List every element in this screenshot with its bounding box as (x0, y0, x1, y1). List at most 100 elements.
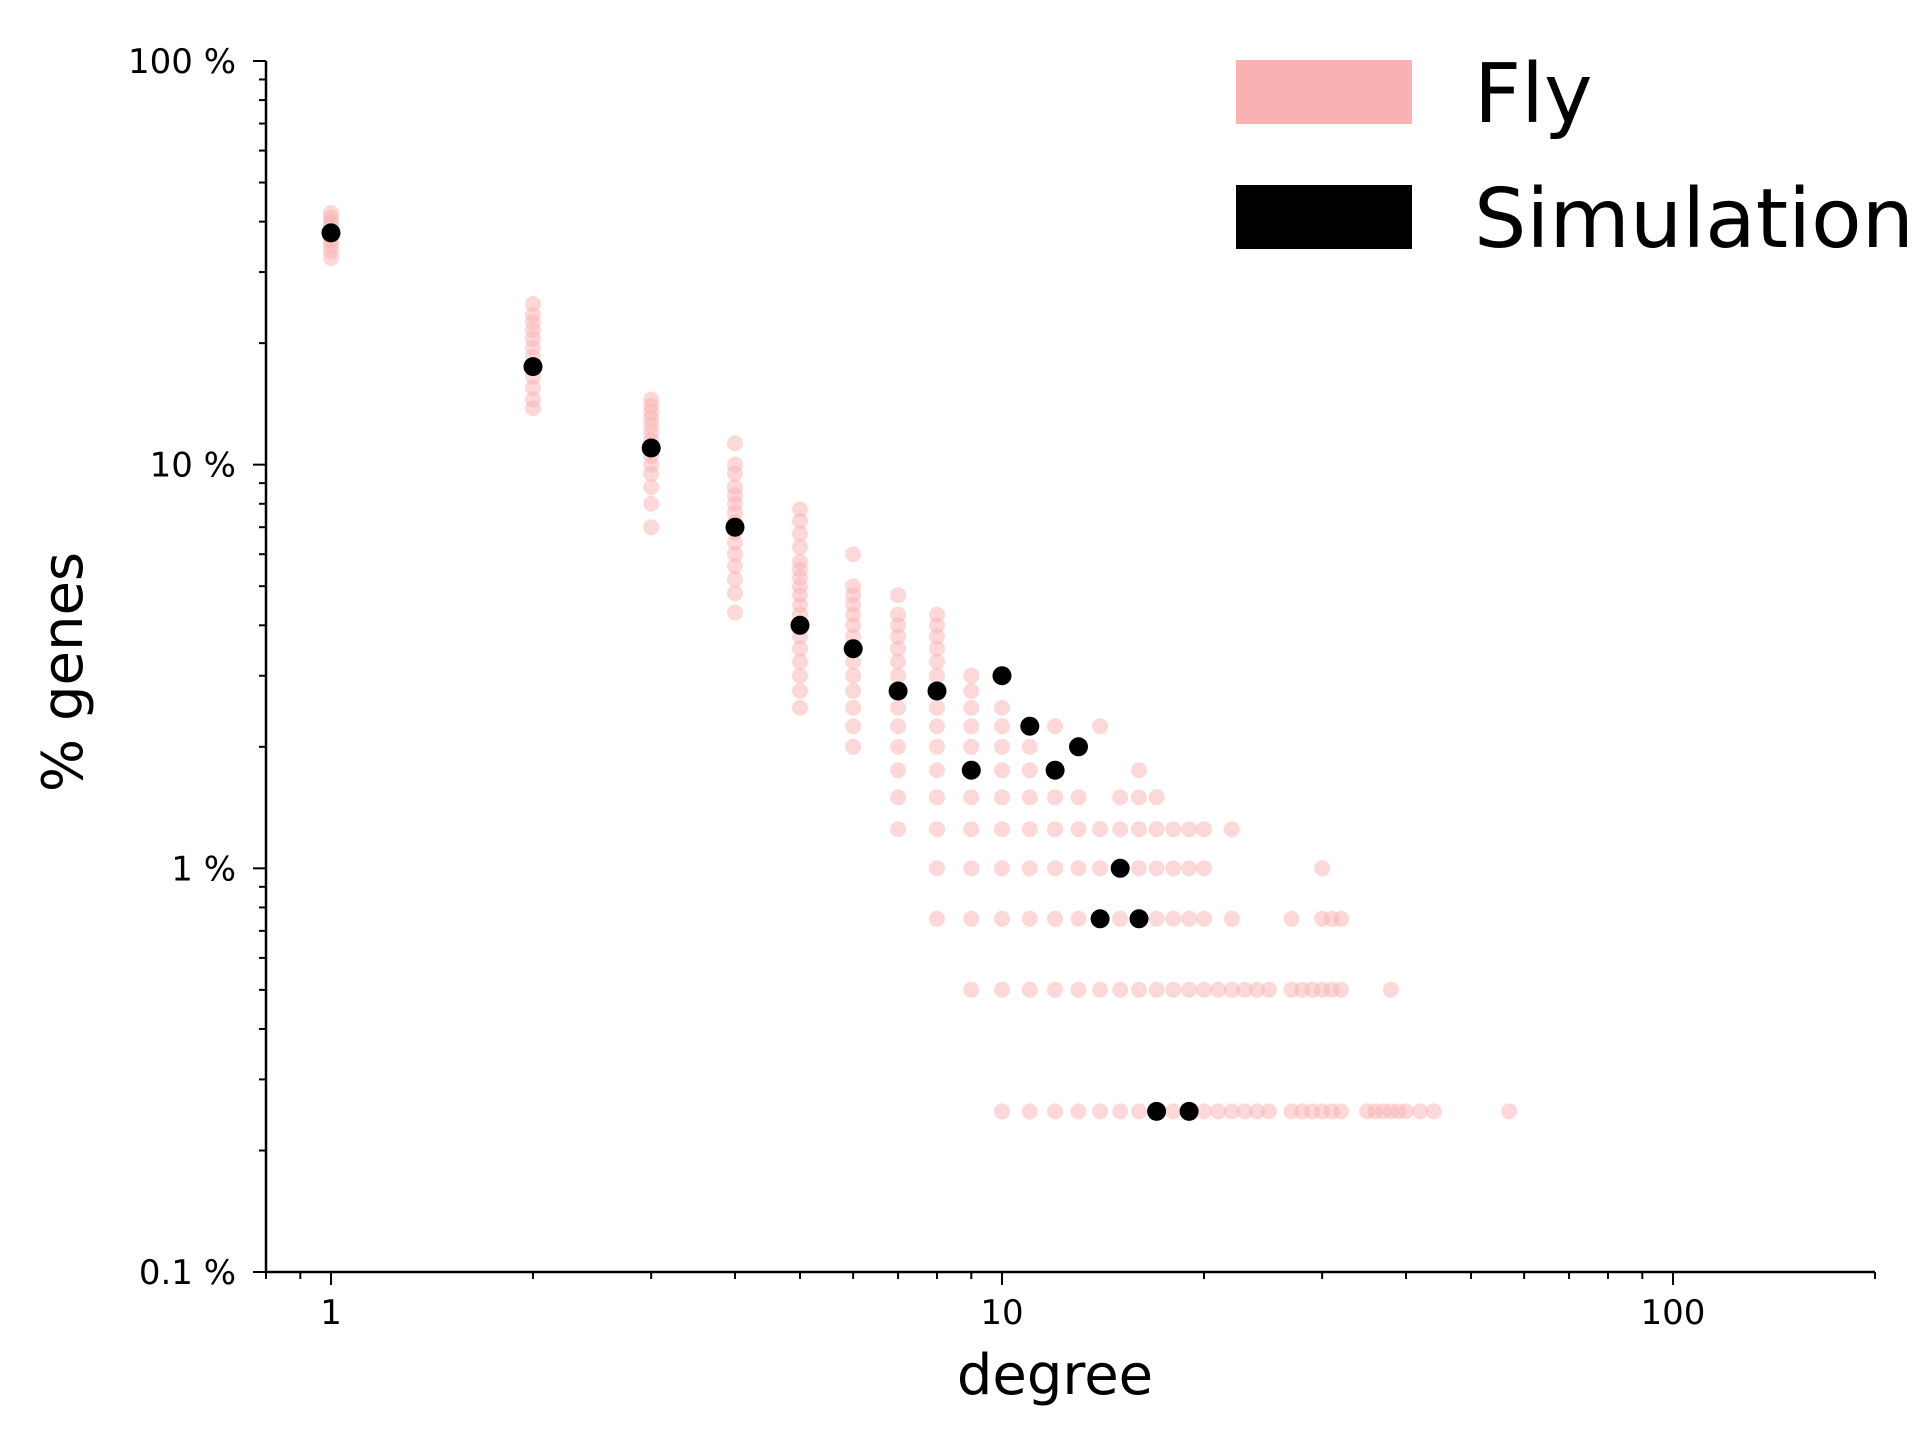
fly-point (792, 653, 808, 670)
legend-label-fly: Fly (1474, 47, 1592, 142)
fly-point (1112, 821, 1129, 838)
fly-point (994, 981, 1010, 998)
fly-point (994, 860, 1010, 877)
fly-point (727, 479, 743, 496)
fly-point (1181, 981, 1198, 998)
fly-point (1333, 910, 1349, 927)
fly-point (845, 653, 862, 670)
fly-point (929, 910, 945, 927)
fly-point (963, 718, 980, 735)
fly-point (1070, 821, 1087, 838)
fly-point (1047, 1103, 1064, 1120)
fly-point (1196, 981, 1212, 998)
simulation-point (843, 639, 863, 659)
fly-point (792, 553, 808, 570)
y-ticks: 0.1 % 1 % 10 % 100 % (128, 42, 266, 1293)
fly-point (1261, 981, 1277, 998)
legend-swatch-simulation (1236, 185, 1412, 249)
simulation-point (641, 438, 661, 458)
fly-point (1047, 718, 1064, 735)
fly-point (994, 699, 1010, 716)
simulation-point (1129, 909, 1149, 929)
fly-point (890, 667, 907, 684)
fly-point (1223, 981, 1240, 998)
fly-point (1196, 1103, 1212, 1120)
fly-point (963, 821, 980, 838)
simulation-point (1110, 858, 1130, 878)
fly-point (1223, 1103, 1240, 1120)
fly-point (1047, 821, 1064, 838)
fly-point (994, 910, 1010, 927)
fly-point (890, 762, 907, 779)
simulation-point (1045, 760, 1065, 780)
fly-point (963, 789, 980, 806)
fly-point (1021, 762, 1038, 779)
fly-point (1210, 981, 1227, 998)
fly-point (1131, 1103, 1147, 1120)
x-tick-label: 1 (320, 1293, 342, 1333)
fly-point (1092, 718, 1109, 735)
fly-point (792, 667, 808, 684)
fly-point (994, 821, 1010, 838)
fly-point (1148, 860, 1165, 877)
simulation-point (961, 760, 981, 780)
fly-point (963, 981, 980, 998)
fly-point (792, 501, 808, 518)
fly-point (1383, 981, 1399, 998)
fly-point (994, 718, 1010, 735)
fly-point (1112, 789, 1129, 806)
fly-point (1070, 910, 1087, 927)
fly-point (1210, 1103, 1227, 1120)
simulation-point (888, 681, 908, 701)
fly-point (1070, 860, 1087, 877)
fly-point (1165, 821, 1182, 838)
fly-point (1165, 910, 1182, 927)
fly-point (845, 578, 862, 595)
fly-point (643, 391, 660, 408)
legend-swatch-fly (1236, 60, 1412, 124)
fly-point (845, 546, 862, 563)
fly-point (1021, 981, 1038, 998)
fly-point (1112, 1103, 1129, 1120)
fly-point (994, 789, 1010, 806)
fly-point (1070, 1103, 1087, 1120)
y-tick-label: 10 % (150, 446, 236, 486)
fly-point (525, 296, 541, 312)
fly-point (1425, 1103, 1442, 1120)
fly-point (994, 1103, 1010, 1120)
fly-point (994, 738, 1010, 755)
fly-point (323, 205, 339, 222)
fly-point (1112, 910, 1129, 927)
fly-point (1181, 821, 1198, 838)
fly-point (890, 821, 907, 838)
y-tick-label: 1 % (171, 849, 236, 889)
fly-point (1314, 860, 1331, 877)
legend-label-simulation: Simulation (1474, 172, 1914, 267)
simulation-point (992, 666, 1012, 686)
fly-point (1196, 821, 1212, 838)
fly-point (1131, 821, 1147, 838)
fly-point (1021, 910, 1038, 927)
fly-point (525, 391, 541, 408)
simulation-point (1090, 909, 1110, 929)
fly-point (1112, 981, 1129, 998)
fly-point (929, 738, 945, 755)
fly-point (1021, 789, 1038, 806)
fly-point (1333, 1103, 1349, 1120)
fly-point (963, 667, 980, 684)
fly-point (929, 606, 945, 623)
fly-point (1398, 1103, 1414, 1120)
fly-point (792, 640, 808, 657)
fly-point (1070, 789, 1087, 806)
fly-point (1131, 981, 1147, 998)
fly-point (1181, 910, 1198, 927)
fly-point (890, 738, 907, 755)
fly-point (1131, 789, 1147, 806)
fly-point (1196, 860, 1212, 877)
simulation-point (321, 223, 341, 243)
fly-point (1092, 981, 1109, 998)
simulation-point (1147, 1101, 1167, 1121)
fly-point (929, 789, 945, 806)
simulation-point (523, 357, 543, 377)
